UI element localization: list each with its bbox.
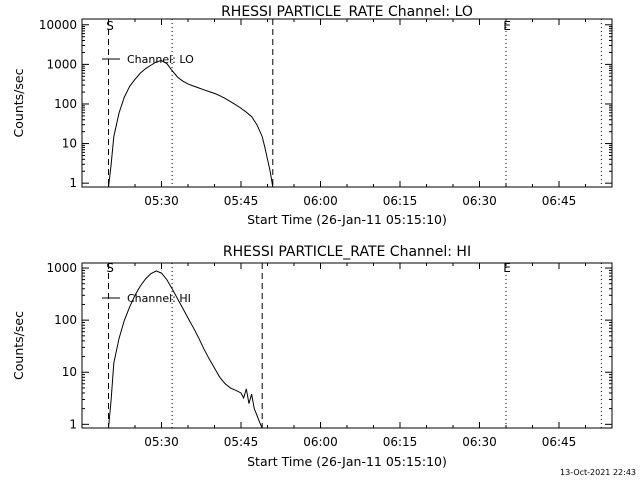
marker-s-label: S [106,261,114,275]
x-tick-label: 06:30 [462,194,497,208]
y-tick-label: 10 [62,137,77,151]
y-tick-label: 10000 [39,18,77,32]
y-tick-label: 10 [62,365,77,379]
legend-label: Channel: HI [127,292,191,305]
series-line [108,60,274,188]
y-axis-label: Counts/sec [11,311,26,380]
y-tick-label: 1 [69,176,77,190]
y-tick-label: 1000 [46,261,77,275]
marker-e-label: E [503,19,511,33]
chart-title: RHESSI PARTICLE_RATE Channel: LO [221,4,473,20]
y-tick-label: 1000 [46,57,77,71]
x-tick-label: 06:15 [383,194,418,208]
y-tick-label: 100 [54,97,77,111]
x-tick-label: 06:45 [542,194,577,208]
x-tick-label: 05:30 [144,194,179,208]
x-axis-label: Start Time (26-Jan-11 05:15:10) [247,454,447,469]
marker-e-label: E [503,261,511,275]
x-axis-label: Start Time (26-Jan-11 05:15:10) [247,212,447,227]
x-tick-label: 06:00 [303,194,338,208]
y-tick-label: 100 [54,313,77,327]
x-tick-label: 05:45 [224,194,259,208]
x-tick-label: 06:00 [303,435,338,449]
x-tick-label: 06:45 [542,435,577,449]
marker-s-label: S [106,19,114,33]
footer-timestamp: 13-Oct-2021 22:43 [560,468,636,477]
x-tick-label: 06:15 [383,435,418,449]
series-line [108,270,263,429]
x-tick-label: 05:45 [224,435,259,449]
legend-label: Channel: LO [127,53,194,66]
y-tick-label: 1 [69,417,77,431]
x-tick-label: 05:30 [144,435,179,449]
chart-title: RHESSI PARTICLE_RATE Channel: HI [223,244,471,260]
x-tick-label: 06:30 [462,435,497,449]
y-axis-label: Counts/sec [11,68,26,137]
